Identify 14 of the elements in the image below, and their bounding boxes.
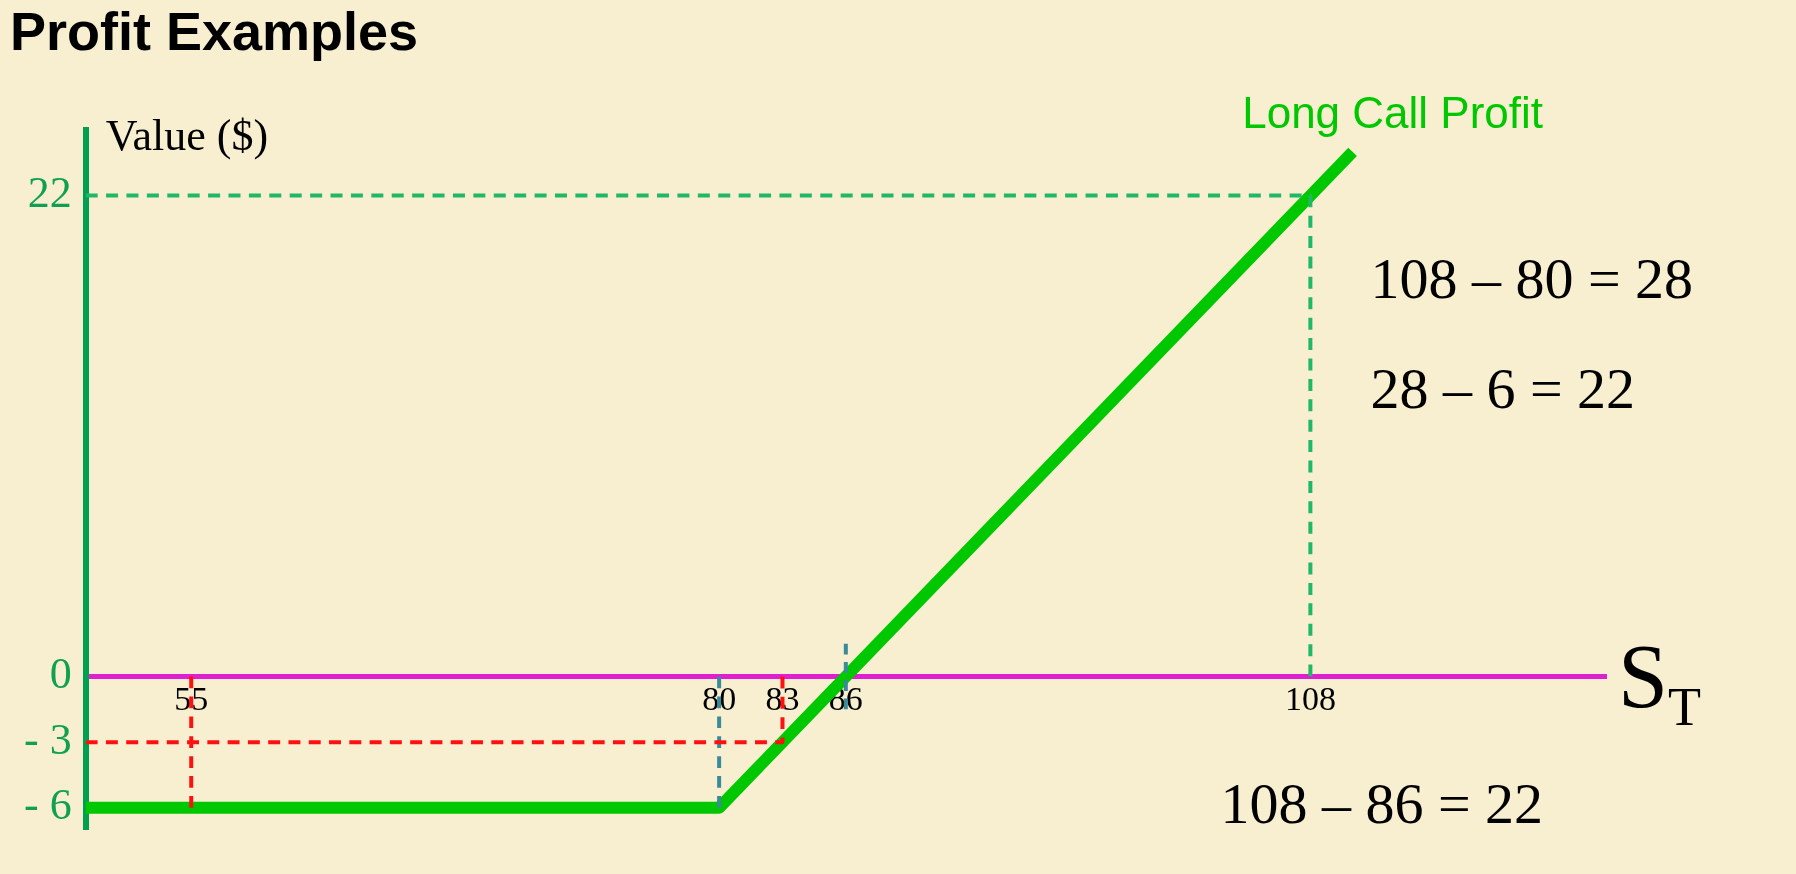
- y-tick-label: - 3: [24, 714, 72, 764]
- x-tick-label: 80: [702, 679, 737, 717]
- y-axis-title: Value ($): [105, 110, 269, 160]
- y-tick-label: 0: [49, 649, 72, 699]
- x-tick-label: 55: [174, 679, 209, 717]
- chart-title: Profit Examples: [10, 0, 419, 62]
- x-tick-label: 83: [765, 679, 800, 717]
- annotation: 28 – 6 = 22: [1370, 355, 1636, 421]
- series-label: Long Call Profit: [1242, 88, 1544, 137]
- y-tick-label: 22: [27, 168, 72, 218]
- annotation: 108 – 80 = 28: [1370, 246, 1694, 312]
- annotation: 108 – 86 = 22: [1220, 770, 1544, 836]
- x-tick-label: 108: [1284, 679, 1336, 717]
- y-tick-label: - 6: [24, 780, 72, 830]
